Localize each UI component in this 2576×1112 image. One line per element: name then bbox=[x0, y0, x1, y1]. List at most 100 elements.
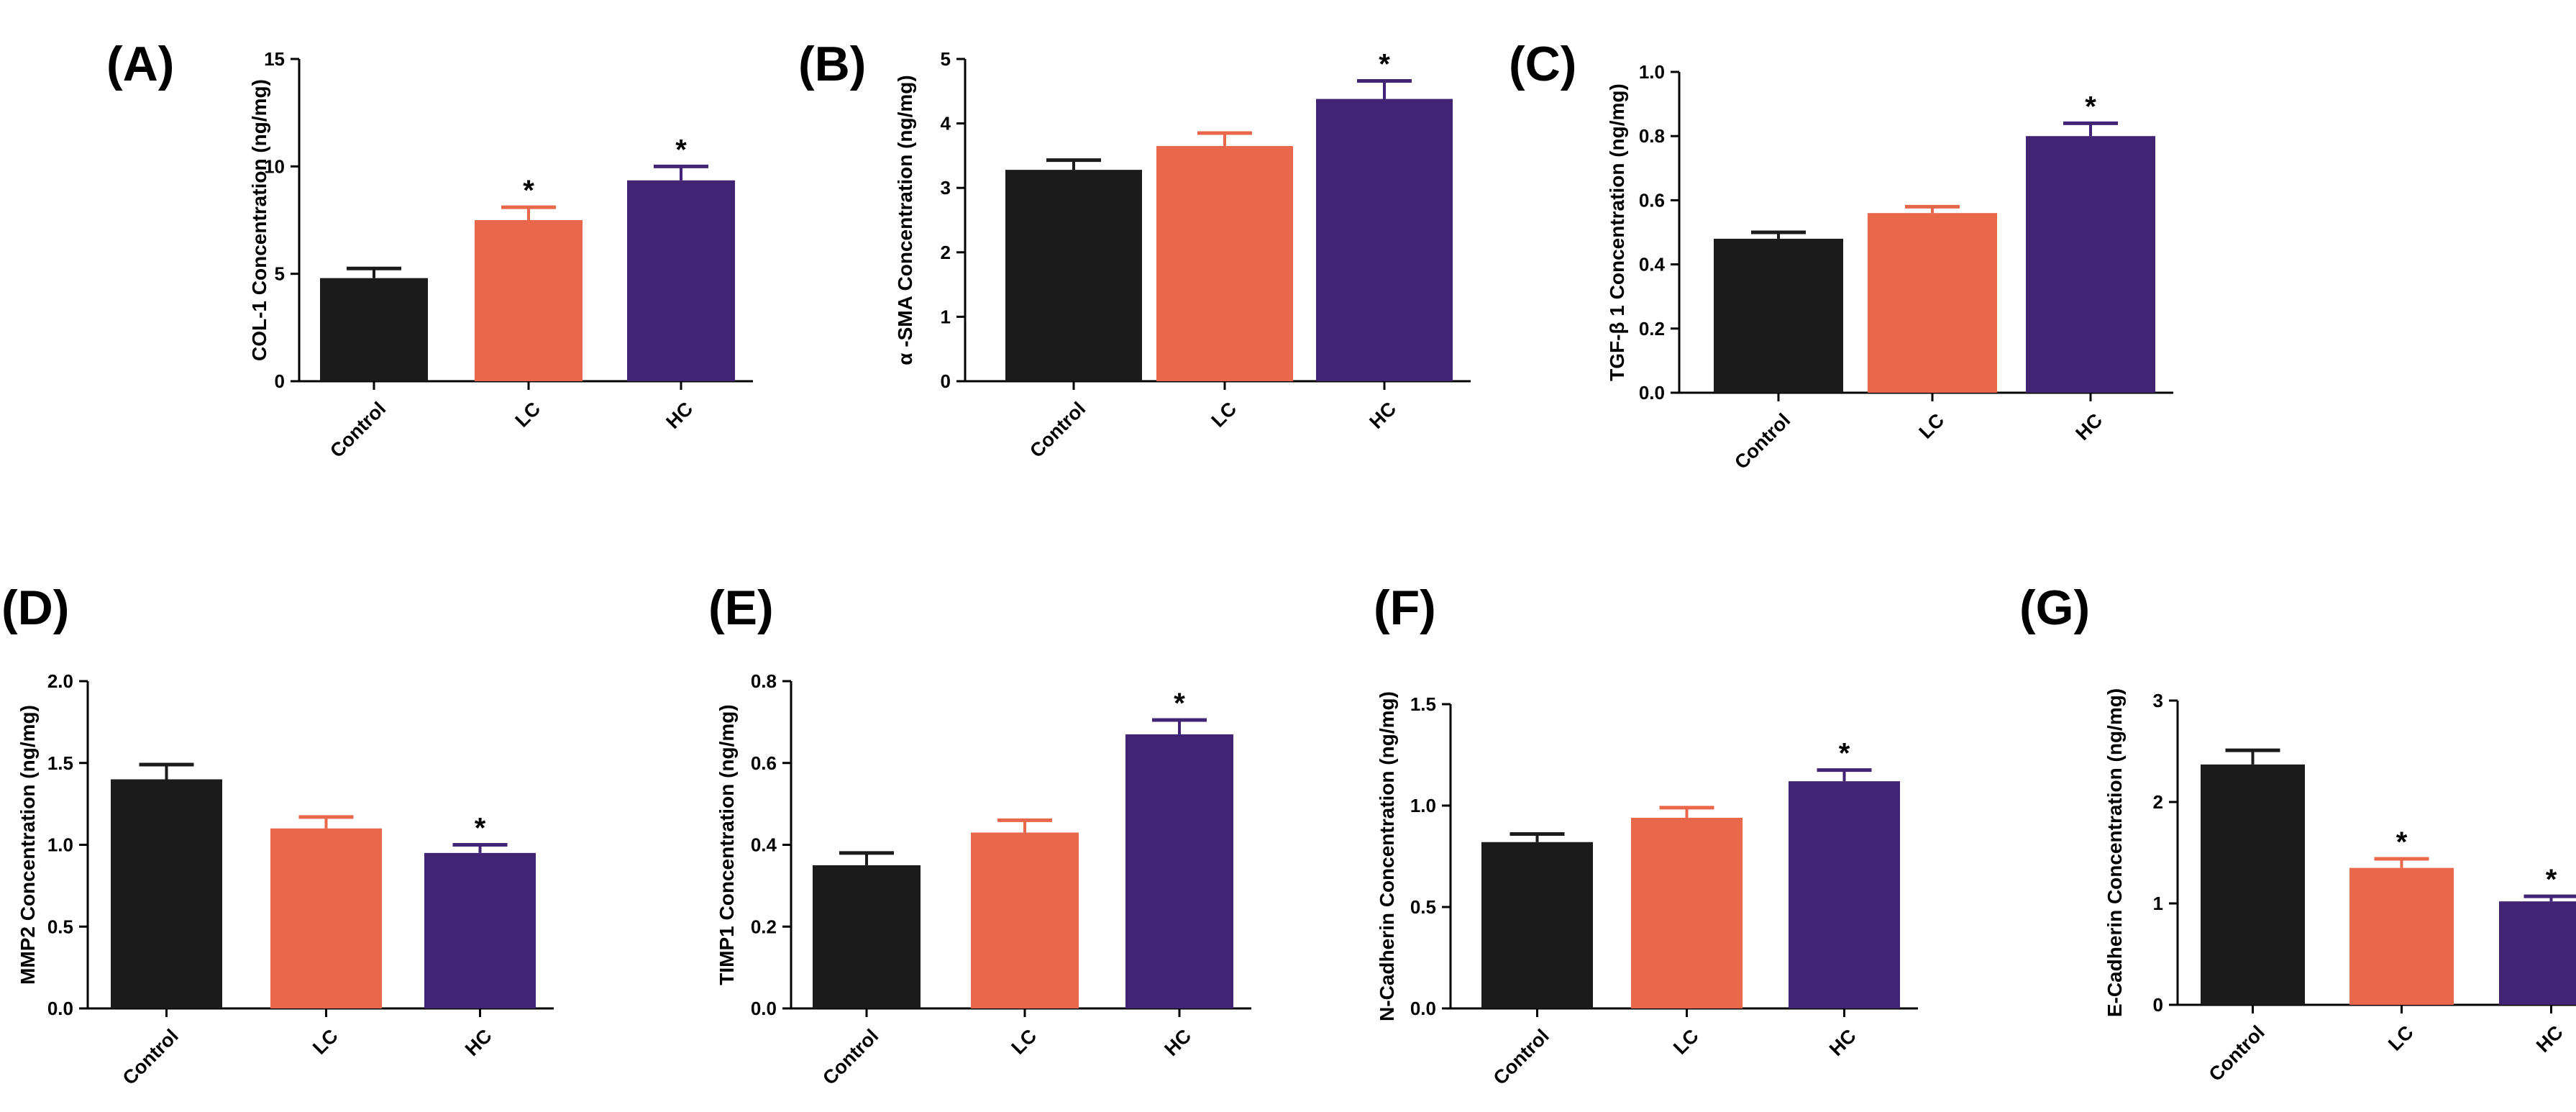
y-tick-label: 5 bbox=[275, 263, 285, 285]
y-tick-label: 0.2 bbox=[1639, 318, 1665, 339]
bar-hc bbox=[1125, 734, 1233, 1008]
y-tick-label: 0.8 bbox=[751, 670, 777, 692]
x-tick-label-control: Control bbox=[2205, 1021, 2269, 1085]
bar-lc bbox=[2349, 867, 2454, 1005]
bar-lc bbox=[1868, 213, 1997, 393]
x-tick-label-hc: HC bbox=[461, 1025, 496, 1060]
x-tick-label-control: Control bbox=[119, 1025, 183, 1089]
bar-hc bbox=[2499, 901, 2576, 1005]
bar-control bbox=[320, 278, 428, 381]
y-tick-label: 0.6 bbox=[1639, 189, 1665, 211]
y-axis-label: TGF-β 1 Concentration (ng/mg) bbox=[1606, 83, 1628, 381]
y-tick-label: 15 bbox=[264, 48, 285, 70]
chart-panel-c: (C) 0.0 0.2 0.4 0.6 0.8 1.0 TGF-β 1 Concentrati… bbox=[1509, 37, 2173, 473]
y-tick-label: 0.0 bbox=[1410, 998, 1436, 1019]
x-tick-label-lc: LC bbox=[2384, 1021, 2418, 1055]
x-tick-label-control: Control bbox=[818, 1025, 882, 1089]
chart-panel-d: (D) 0.0 0.5 1.0 1.5 2.0 MMP2 Concentration (ng… bbox=[1, 580, 554, 1089]
panel-label: (B) bbox=[798, 37, 866, 91]
bar-control bbox=[813, 865, 921, 1008]
y-axis-label: COL-1 Concentration (ng/mg) bbox=[248, 79, 270, 361]
x-tick-label-hc: HC bbox=[662, 398, 697, 433]
bar-control bbox=[1481, 842, 1593, 1008]
y-tick-label: 0.2 bbox=[751, 916, 777, 937]
x-tick-label-lc: LC bbox=[1008, 1025, 1041, 1059]
y-tick-label: 0.6 bbox=[751, 752, 777, 774]
y-axis-label: TIMP1 Concentration (ng/mg) bbox=[716, 704, 738, 985]
significance-marker: * bbox=[1174, 688, 1185, 719]
panel-label: (F) bbox=[1374, 580, 1436, 635]
x-tick-label-control: Control bbox=[1026, 398, 1090, 462]
significance-marker: * bbox=[1839, 738, 1850, 770]
x-tick-label-control: Control bbox=[1489, 1025, 1553, 1089]
x-tick-label-lc: LC bbox=[1669, 1025, 1703, 1059]
y-tick-label: 1.0 bbox=[47, 834, 73, 856]
x-tick-label-hc: HC bbox=[1825, 1025, 1860, 1060]
bar-control bbox=[2201, 764, 2305, 1005]
significance-marker: * bbox=[1379, 48, 1390, 80]
panel-label: (A) bbox=[106, 37, 174, 91]
significance-marker: * bbox=[675, 134, 687, 165]
y-tick-label: 0 bbox=[2153, 994, 2163, 1016]
bar-lc bbox=[971, 832, 1079, 1008]
y-tick-label: 0 bbox=[941, 370, 951, 392]
chart-panel-f: (F) 0.0 0.5 1.0 1.5 N-Cadherin Concentration … bbox=[1374, 580, 1918, 1089]
significance-marker: * bbox=[2085, 91, 2096, 122]
bar-hc bbox=[2026, 136, 2155, 393]
y-tick-label: 0 bbox=[275, 370, 285, 392]
y-tick-label: 1.5 bbox=[47, 752, 73, 774]
y-tick-label: 3 bbox=[941, 177, 951, 199]
y-tick-label: 1 bbox=[2153, 893, 2163, 914]
panel-label: (D) bbox=[1, 580, 69, 635]
y-tick-label: 1.0 bbox=[1410, 795, 1436, 816]
x-tick-label-control: Control bbox=[326, 398, 390, 462]
y-tick-label: 1.0 bbox=[1639, 61, 1665, 83]
x-tick-label-lc: LC bbox=[309, 1025, 342, 1059]
chart-panel-b: (B) 0 1 2 3 4 5 α -SMA Concentration (ng/mg) Con… bbox=[798, 37, 1471, 462]
y-tick-label: 2.0 bbox=[47, 670, 73, 692]
bar-control bbox=[1714, 238, 1843, 393]
y-tick-label: 0.0 bbox=[751, 998, 777, 1019]
significance-marker: * bbox=[475, 813, 486, 844]
panel-label: (G) bbox=[2019, 580, 2090, 635]
chart-panel-a: (A) 0 5 10 15 COL-1 Concentration (ng/mg) Cont… bbox=[106, 37, 753, 462]
significance-marker: * bbox=[523, 175, 534, 206]
bar-hc bbox=[1316, 99, 1453, 381]
panel-label: (E) bbox=[708, 580, 774, 635]
bar-control bbox=[111, 779, 222, 1008]
y-tick-label: 10 bbox=[264, 155, 285, 177]
x-tick-label-control: Control bbox=[1730, 409, 1794, 473]
x-tick-label-hc: HC bbox=[1365, 398, 1400, 433]
bar-hc bbox=[627, 180, 735, 381]
y-tick-label: 0.5 bbox=[47, 916, 73, 937]
y-tick-label: 1.5 bbox=[1410, 693, 1436, 715]
x-tick-label-hc: HC bbox=[2071, 409, 2106, 445]
x-tick-label-lc: LC bbox=[1207, 398, 1241, 432]
y-axis-label: N-Cadherin Concentration (ng/mg) bbox=[1376, 691, 1398, 1021]
x-tick-label-hc: HC bbox=[2532, 1021, 2567, 1057]
y-tick-label: 1 bbox=[941, 306, 951, 327]
significance-marker: * bbox=[2396, 826, 2408, 858]
bar-control bbox=[1005, 170, 1142, 381]
y-axis-label: α -SMA Concentration (ng/mg) bbox=[894, 75, 916, 365]
y-tick-label: 3 bbox=[2153, 690, 2163, 711]
y-tick-label: 0.0 bbox=[1639, 382, 1665, 404]
bar-lc bbox=[1631, 817, 1743, 1008]
significance-marker: * bbox=[2546, 864, 2557, 895]
y-tick-label: 0.8 bbox=[1639, 125, 1665, 147]
y-tick-label: 4 bbox=[941, 113, 951, 135]
y-tick-label: 0.0 bbox=[47, 998, 73, 1019]
bar-lc bbox=[475, 220, 583, 381]
y-tick-label: 0.4 bbox=[1639, 254, 1666, 275]
x-tick-label-hc: HC bbox=[1160, 1025, 1195, 1060]
chart-panel-e: (E) 0.0 0.2 0.4 0.6 0.8 TIMP1 Concentration (n… bbox=[708, 580, 1251, 1089]
x-tick-label-lc: LC bbox=[511, 398, 545, 432]
bar-hc bbox=[1789, 781, 1900, 1008]
bar-hc bbox=[424, 852, 536, 1008]
y-tick-label: 2 bbox=[941, 242, 951, 263]
chart-panel-g: (G) 0 1 2 3 E-Cadherin Concentration (ng/mg) C… bbox=[2019, 580, 2576, 1085]
y-axis-label: MMP2 Concentration (ng/mg) bbox=[17, 705, 39, 985]
x-tick-label-lc: LC bbox=[1915, 409, 1949, 443]
bar-lc bbox=[1156, 145, 1293, 381]
